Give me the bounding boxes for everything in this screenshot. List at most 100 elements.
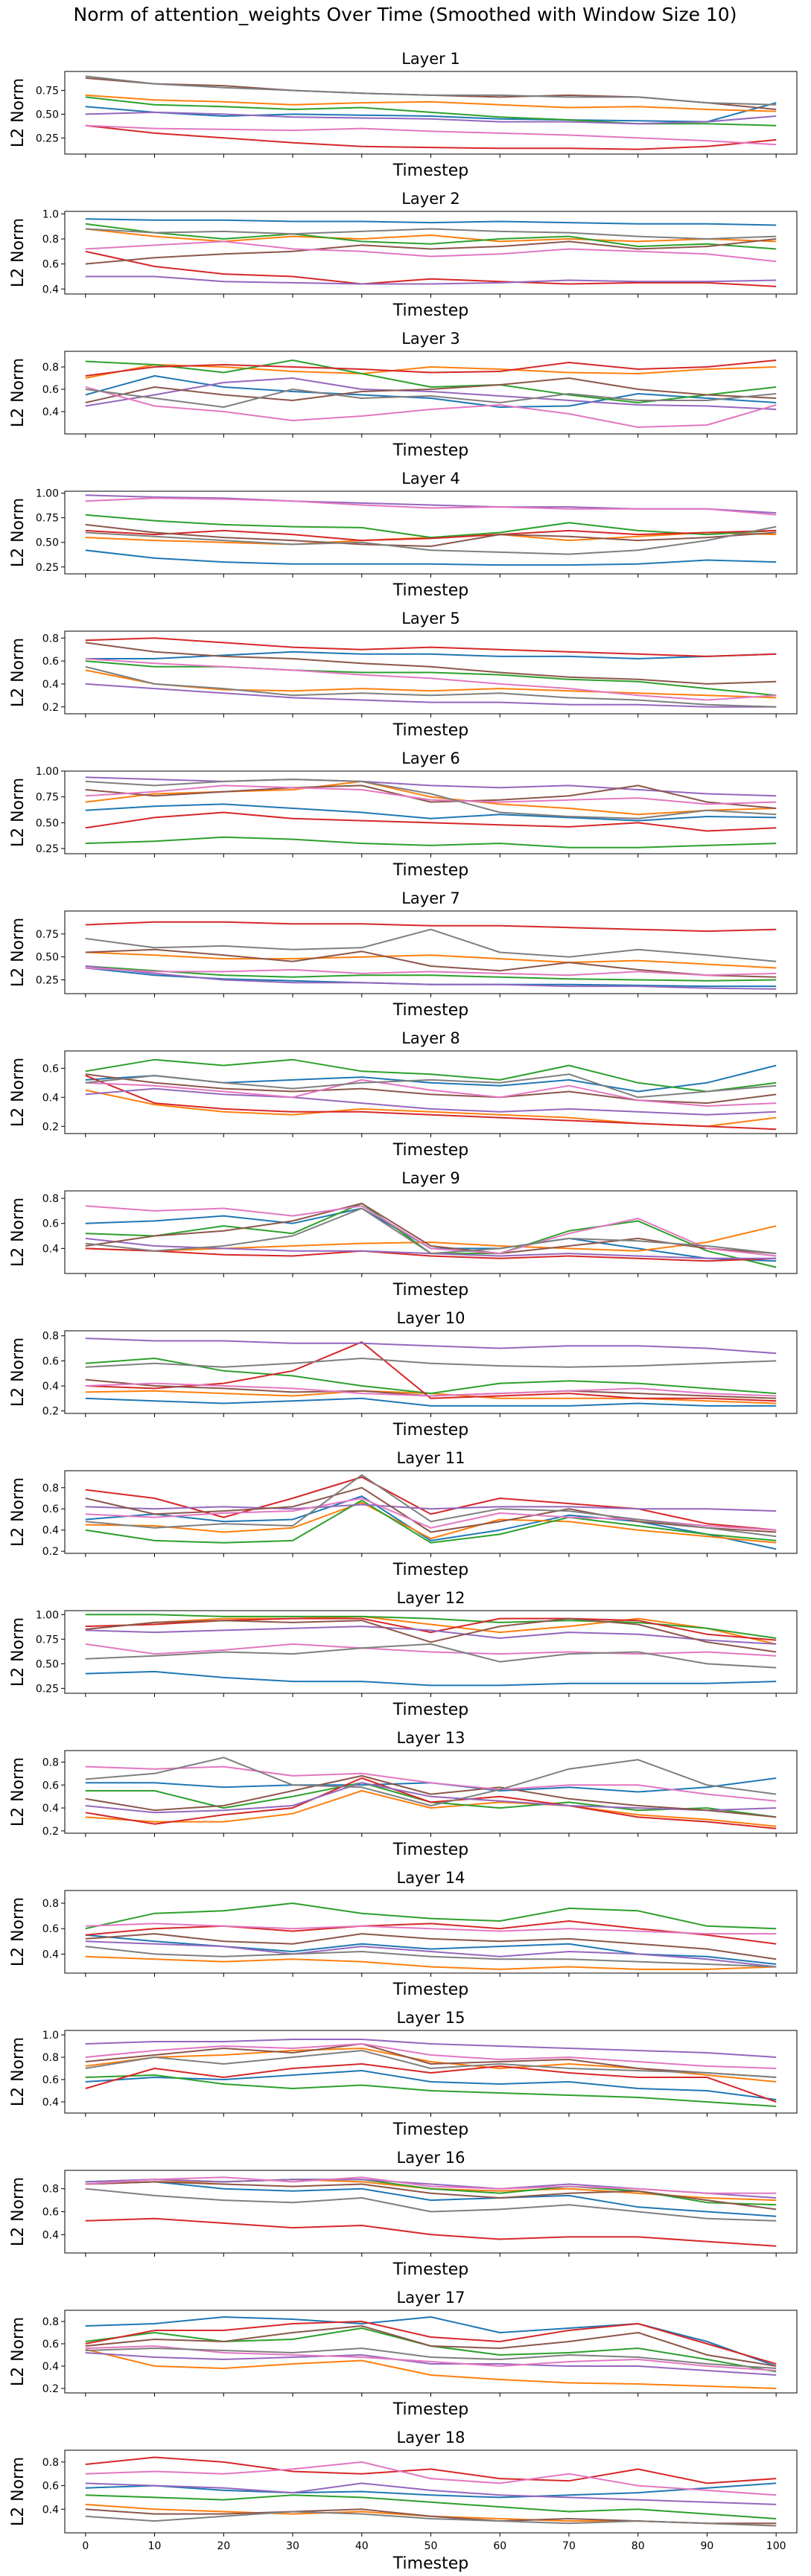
y-tick-label: 0.6 — [42, 1780, 59, 1792]
x-axis-label: Timestep — [392, 581, 468, 600]
subplot-layer-16: Layer 16 0.4 0.6 0.8 Timestep L2 Norm — [9, 2149, 798, 2279]
series-line-5 — [85, 683, 777, 708]
y-tick-label: 0.75 — [36, 929, 59, 941]
y-tick-label: 0.6 — [42, 1355, 59, 1367]
y-tick-label: 0.6 — [42, 1923, 59, 1935]
series-line-5 — [85, 111, 777, 125]
y-tick-label: 0.75 — [36, 1634, 59, 1646]
series-line-6 — [85, 523, 777, 547]
y-tick-label: 0.25 — [36, 562, 59, 574]
series-group — [85, 776, 777, 848]
subplot-title: Layer 16 — [397, 2149, 465, 2167]
subplot-title: Layer 6 — [401, 750, 460, 767]
series-line-5 — [85, 1087, 777, 1116]
series-line-7 — [85, 124, 777, 146]
series-line-2 — [85, 2348, 777, 2389]
series-group — [85, 637, 777, 708]
y-tick-label: 0.6 — [42, 656, 59, 668]
series-line-7 — [85, 1205, 777, 1257]
series-line-7 — [85, 2176, 777, 2194]
x-axis-label: Timestep — [392, 1001, 468, 1020]
y-tick-label: 0.6 — [42, 2339, 59, 2350]
series-line-5 — [85, 965, 777, 990]
subplot-title: Layer 10 — [397, 1309, 465, 1327]
series-line-7 — [85, 1765, 777, 1802]
series-group — [85, 1337, 777, 1407]
series-line-5 — [85, 377, 777, 410]
y-axis-label: L2 Norm — [9, 218, 28, 287]
y-axis-label: L2 Norm — [9, 918, 28, 987]
series-line-4 — [85, 124, 777, 150]
y-tick-label: 0.2 — [42, 1826, 59, 1838]
subplot-title: Layer 13 — [397, 1729, 465, 1747]
y-tick-label: 0.8 — [42, 2316, 59, 2328]
y-tick-label: 0.2 — [42, 1546, 59, 1558]
x-axis-label: Timestep — [392, 1561, 468, 1579]
series-line-4 — [85, 529, 777, 542]
series-line-3 — [85, 1358, 777, 1395]
subplot-layer-14: Layer 14 0.4 0.6 0.8 Timestep L2 Norm — [9, 1869, 798, 1999]
y-tick-label: 0.2 — [42, 1121, 59, 1133]
y-tick-label: 0.25 — [36, 843, 59, 855]
series-line-3 — [85, 836, 777, 848]
series-line-2 — [85, 1501, 777, 1544]
y-tick-label: 0.8 — [42, 1898, 59, 1910]
y-axis-label: L2 Norm — [9, 1337, 28, 1407]
series-line-7 — [85, 240, 777, 263]
series-line-6 — [85, 1486, 777, 1533]
subplot-layer-1: Layer 1 0.25 0.50 0.75 Timestep L2 Norm — [9, 50, 798, 180]
series-line-2 — [85, 1615, 777, 1645]
series-group — [85, 494, 777, 566]
series-line-6 — [85, 948, 777, 978]
y-tick-label: 0.4 — [42, 1525, 59, 1537]
series-line-6 — [85, 1202, 777, 1255]
y-tick-label: 0.8 — [42, 2457, 59, 2469]
subplot-title: Layer 7 — [401, 889, 460, 907]
series-line-8 — [85, 228, 777, 240]
x-axis-label: Timestep — [392, 721, 468, 740]
series-line-6 — [85, 2181, 777, 2211]
series-line-8 — [85, 1474, 777, 1538]
subplot-layer-9: Layer 9 0.4 0.6 0.8 Timestep L2 Norm — [9, 1169, 798, 1300]
subplot-layer-12: Layer 12 0.25 0.50 0.75 1.00 Timestep L2 Norm — [9, 1589, 798, 1719]
series-group — [85, 921, 777, 990]
y-tick-label: 0.4 — [42, 1803, 59, 1815]
y-axis-label: L2 Norm — [9, 1617, 28, 1687]
y-tick-label: 0.4 — [42, 284, 59, 295]
y-tick-label: 0.4 — [42, 1243, 59, 1255]
axes-frame — [64, 1050, 798, 1134]
x-tick-label: 20 — [217, 2540, 230, 2552]
series-line-4 — [85, 1920, 777, 1945]
series-line-2 — [85, 1790, 777, 1827]
subplot-layer-13: Layer 13 0.2 0.4 0.6 0.8 Timestep L2 Norm — [9, 1729, 798, 1859]
x-axis-label: Timestep — [392, 861, 468, 880]
x-axis-label: Timestep — [392, 2120, 468, 2139]
y-tick-label: 0.50 — [36, 952, 59, 964]
series-line-3 — [85, 514, 777, 539]
y-tick-label: 0.2 — [42, 2383, 59, 2395]
series-line-8 — [85, 1358, 777, 1368]
y-tick-label: 0.50 — [36, 537, 59, 549]
series-line-4 — [85, 1075, 777, 1131]
y-tick-label: 0.4 — [42, 406, 59, 418]
subplot-layer-3: Layer 3 0.4 0.6 0.8 Timestep L2 Norm — [9, 330, 798, 460]
series-group — [85, 218, 777, 287]
y-axis-label: L2 Norm — [9, 2317, 28, 2386]
subplot-layer-17: Layer 17 0.2 0.4 0.6 0.8 Timestep L2 Norm — [9, 2289, 798, 2419]
x-axis-label: Timestep — [392, 1841, 468, 1859]
series-line-7 — [85, 2461, 777, 2496]
series-line-5 — [85, 1940, 777, 1968]
series-line-4 — [85, 1777, 777, 1829]
subplot-title: Layer 9 — [401, 1169, 460, 1187]
y-tick-label: 0.6 — [42, 2481, 59, 2493]
subplot-title: Layer 12 — [397, 1589, 465, 1607]
y-tick-label: 0.25 — [36, 975, 59, 987]
series-line-4 — [85, 811, 777, 832]
series-group — [85, 1202, 777, 1268]
series-line-1 — [85, 102, 777, 123]
series-line-7 — [85, 967, 777, 977]
subplot-layer-10: Layer 10 0.2 0.4 0.6 0.8 Timestep L2 Norm — [9, 1309, 798, 1439]
series-line-1 — [85, 375, 777, 408]
series-line-2 — [85, 1225, 777, 1252]
series-line-2 — [85, 780, 777, 816]
